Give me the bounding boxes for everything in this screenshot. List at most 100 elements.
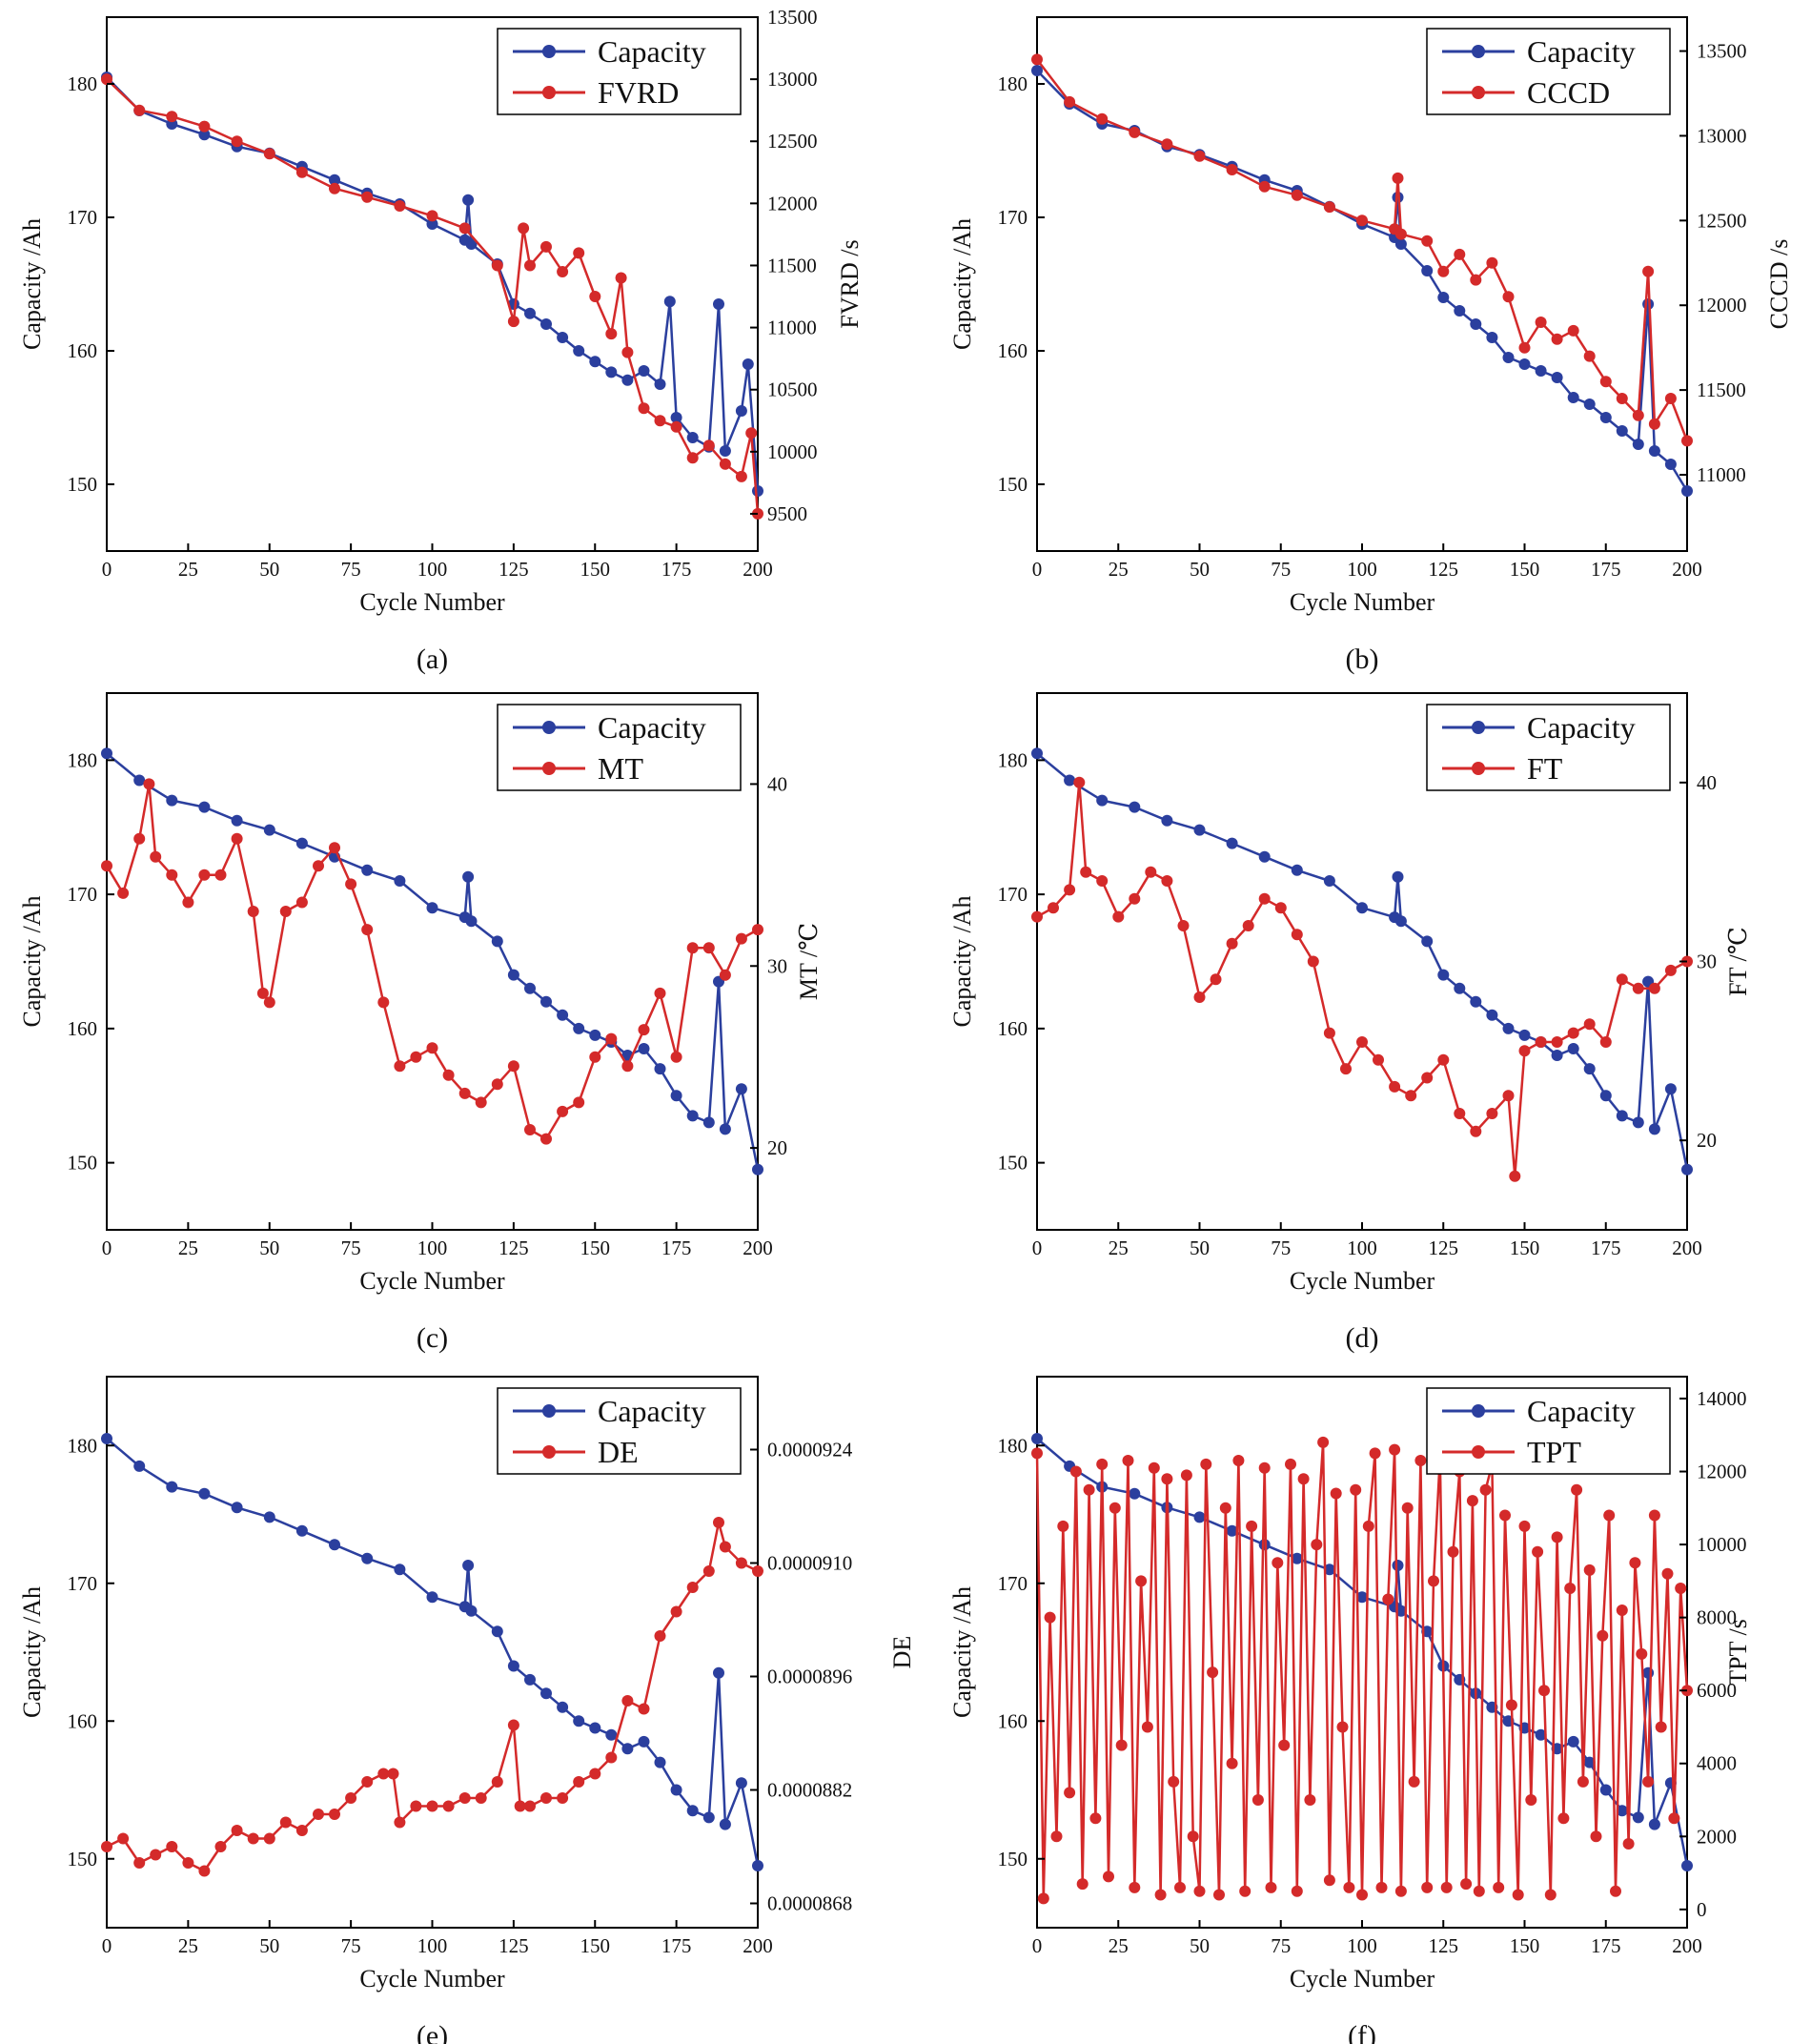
data-point: [263, 996, 275, 1009]
data-point: [1681, 1860, 1693, 1871]
data-point: [540, 1687, 552, 1700]
legend-swatch-marker: [1472, 45, 1485, 58]
data-point: [1664, 393, 1677, 404]
x-tick-label: 75: [1271, 1934, 1291, 1957]
x-tick-label: 50: [259, 1237, 279, 1259]
panel-caption: (d): [1346, 1322, 1379, 1354]
series-line-cccd: [1036, 58, 1689, 441]
data-point: [573, 1022, 585, 1034]
data-point: [1599, 1090, 1612, 1102]
data-point: [1437, 292, 1450, 303]
data-point: [133, 774, 146, 787]
data-point: [1437, 969, 1450, 981]
data-point: [394, 200, 406, 212]
data-point: [557, 332, 569, 343]
data-point: [166, 869, 178, 881]
data-point: [1551, 1531, 1563, 1543]
data-point: [1031, 1433, 1043, 1444]
y-tick-label: 160: [998, 1017, 1028, 1040]
data-point: [686, 452, 699, 464]
data-point: [394, 875, 406, 887]
data-point: [198, 1865, 211, 1877]
x-tick-label: 25: [178, 558, 198, 581]
data-point: [1392, 870, 1404, 883]
y2-axis-label: MT /℃: [795, 923, 823, 1000]
data-point: [1470, 318, 1482, 330]
data-point: [1291, 864, 1303, 876]
y2-tick-label: 20: [767, 1136, 787, 1159]
legend-label: Capacity: [598, 34, 706, 69]
data-point: [1648, 1123, 1660, 1135]
data-point: [1577, 1775, 1589, 1788]
data-point: [1518, 341, 1531, 354]
data-point: [1064, 884, 1076, 896]
data-point: [263, 1832, 275, 1845]
y2-tick-label: 40: [1697, 771, 1717, 794]
data-point: [1486, 256, 1498, 269]
data-point: [1583, 1018, 1596, 1031]
data-point: [1278, 1739, 1291, 1751]
data-point: [410, 1800, 422, 1812]
data-point: [524, 1673, 536, 1686]
y-tick-label: 180: [998, 748, 1028, 771]
data-point: [1394, 1605, 1407, 1617]
y-tick-label: 170: [68, 206, 98, 229]
data-point: [686, 1582, 699, 1593]
data-point: [1375, 1881, 1388, 1893]
data-point: [1177, 920, 1190, 931]
data-point: [1064, 1787, 1076, 1799]
legend-label: TPT: [1527, 1435, 1581, 1469]
x-tick-label: 50: [1190, 1237, 1210, 1259]
data-point: [465, 1605, 478, 1617]
legend-label: Capacity: [598, 710, 706, 745]
legend-swatch-marker: [542, 1445, 556, 1459]
legend: Capacity DE: [497, 1387, 742, 1475]
data-point: [1187, 1830, 1199, 1843]
x-tick-label: 150: [1510, 1237, 1540, 1259]
x-tick-label: 175: [661, 1934, 692, 1957]
x-tick-label: 50: [259, 1934, 279, 1957]
data-point: [735, 932, 747, 945]
x-tick-label: 175: [661, 1237, 692, 1259]
y2-tick-label: 12000: [1697, 1461, 1747, 1483]
data-point: [540, 1133, 552, 1145]
data-point: [1664, 1083, 1677, 1095]
legend-swatch-marker: [1472, 762, 1485, 775]
data-point: [1394, 228, 1407, 240]
data-point: [1447, 1545, 1459, 1558]
data-point: [279, 1816, 292, 1829]
data-point: [735, 1083, 747, 1095]
x-tick-label: 150: [580, 1934, 611, 1957]
y-tick-label: 150: [68, 473, 98, 496]
legend-box: [1426, 704, 1671, 791]
data-point: [605, 1728, 618, 1741]
y-tick-label: 150: [68, 1848, 98, 1870]
data-point: [101, 1841, 112, 1852]
data-point: [1440, 1881, 1453, 1893]
x-tick-label: 75: [1271, 1237, 1291, 1259]
y2-tick-label: 11500: [767, 254, 817, 276]
data-point: [540, 995, 552, 1008]
data-point: [1632, 982, 1644, 994]
data-point: [1493, 1881, 1505, 1893]
x-axis-label: Cycle Number: [1290, 1267, 1435, 1295]
legend-label: FVRD: [598, 75, 679, 110]
data-point: [1466, 1495, 1478, 1507]
data-point: [1616, 1605, 1628, 1616]
y2-tick-label: 30: [767, 954, 787, 977]
data-point: [1193, 1885, 1206, 1897]
data-point: [1642, 265, 1655, 277]
y2-tick-label: 0.0000924: [767, 1439, 853, 1461]
data-point: [117, 1832, 130, 1845]
data-point: [735, 1557, 747, 1569]
y-tick-label: 160: [68, 1017, 98, 1040]
data-point: [605, 1751, 618, 1764]
data-point: [1632, 439, 1644, 450]
data-point: [329, 182, 340, 194]
data-point: [166, 1841, 178, 1852]
data-point: [1258, 892, 1271, 905]
data-point: [1193, 1511, 1206, 1523]
legend-label: CCCD: [1527, 75, 1610, 110]
data-point: [1642, 1666, 1655, 1679]
data-point: [1610, 1885, 1621, 1897]
